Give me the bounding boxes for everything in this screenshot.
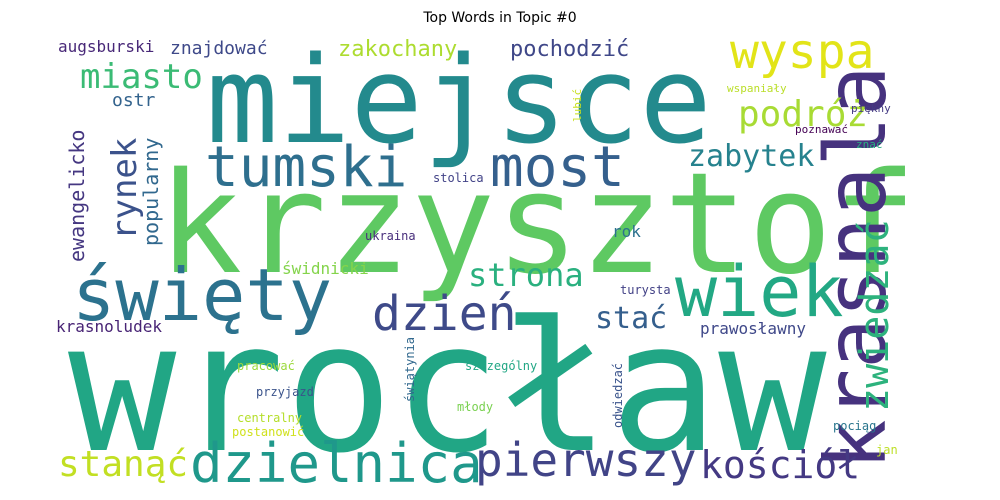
cloud-word: ukraina <box>365 229 416 243</box>
cloud-word: augsburski <box>58 37 154 56</box>
cloud-word: popularny <box>139 138 163 246</box>
cloud-word: pracować <box>237 359 295 373</box>
cloud-word: poznawać <box>795 123 848 136</box>
cloud-word: stać <box>595 301 667 336</box>
cloud-word: znajdować <box>170 38 268 59</box>
cloud-word: świątynia <box>403 337 417 402</box>
cloud-word: jan <box>876 443 898 457</box>
cloud-word: wiek <box>675 251 844 333</box>
cloud-word: przyjazd <box>256 385 314 399</box>
cloud-word: piękny <box>851 102 891 115</box>
cloud-word: pochodzić <box>510 37 629 62</box>
cloud-word: świdnicki <box>282 259 369 278</box>
chart-title: Top Words in Topic #0 <box>423 10 577 26</box>
cloud-word: most <box>490 135 625 200</box>
cloud-word: pociąg <box>833 419 876 433</box>
cloud-word: zakochany <box>338 37 457 62</box>
cloud-word: tumski <box>205 135 407 200</box>
cloud-word: pierwszy <box>475 433 697 487</box>
cloud-word: młody <box>457 400 493 414</box>
cloud-word: kościół <box>700 443 860 487</box>
cloud-word: dzielnica <box>190 432 483 495</box>
cloud-word: dzień <box>372 286 517 342</box>
cloud-word: krasnoludek <box>56 317 162 336</box>
cloud-word: stolica <box>433 171 484 185</box>
cloud-word: rynek <box>105 138 145 240</box>
cloud-word: turysta <box>620 283 671 297</box>
cloud-word: ostr <box>112 90 156 111</box>
cloud-word: stanąć <box>58 444 188 485</box>
cloud-word: zwiedzać <box>852 219 898 412</box>
cloud-word: święty <box>72 253 332 337</box>
cloud-word: podróż <box>738 94 868 135</box>
cloud-word: znać <box>856 138 883 151</box>
cloud-word: krasnala <box>807 65 905 470</box>
cloud-word: szczególny <box>465 359 537 373</box>
cloud-word: prawosławny <box>700 319 806 338</box>
cloud-word: zabytek <box>688 139 814 174</box>
cloud-word: lubić <box>571 89 584 122</box>
cloud-word: miasto <box>80 57 203 97</box>
cloud-word: strona <box>468 256 584 294</box>
cloud-word: centralny <box>237 411 302 425</box>
cloud-word: wrocław <box>68 284 827 493</box>
cloud-word: rok <box>612 222 641 241</box>
cloud-word: ewangelicko <box>65 130 89 262</box>
cloud-word: krzysztof <box>158 143 917 306</box>
cloud-word: wyspa <box>730 24 875 80</box>
cloud-word: wspaniały <box>727 82 787 95</box>
cloud-word: odwiedzać <box>611 363 625 428</box>
cloud-word: miejsce <box>206 32 712 171</box>
cloud-word: postanowić <box>232 425 304 439</box>
